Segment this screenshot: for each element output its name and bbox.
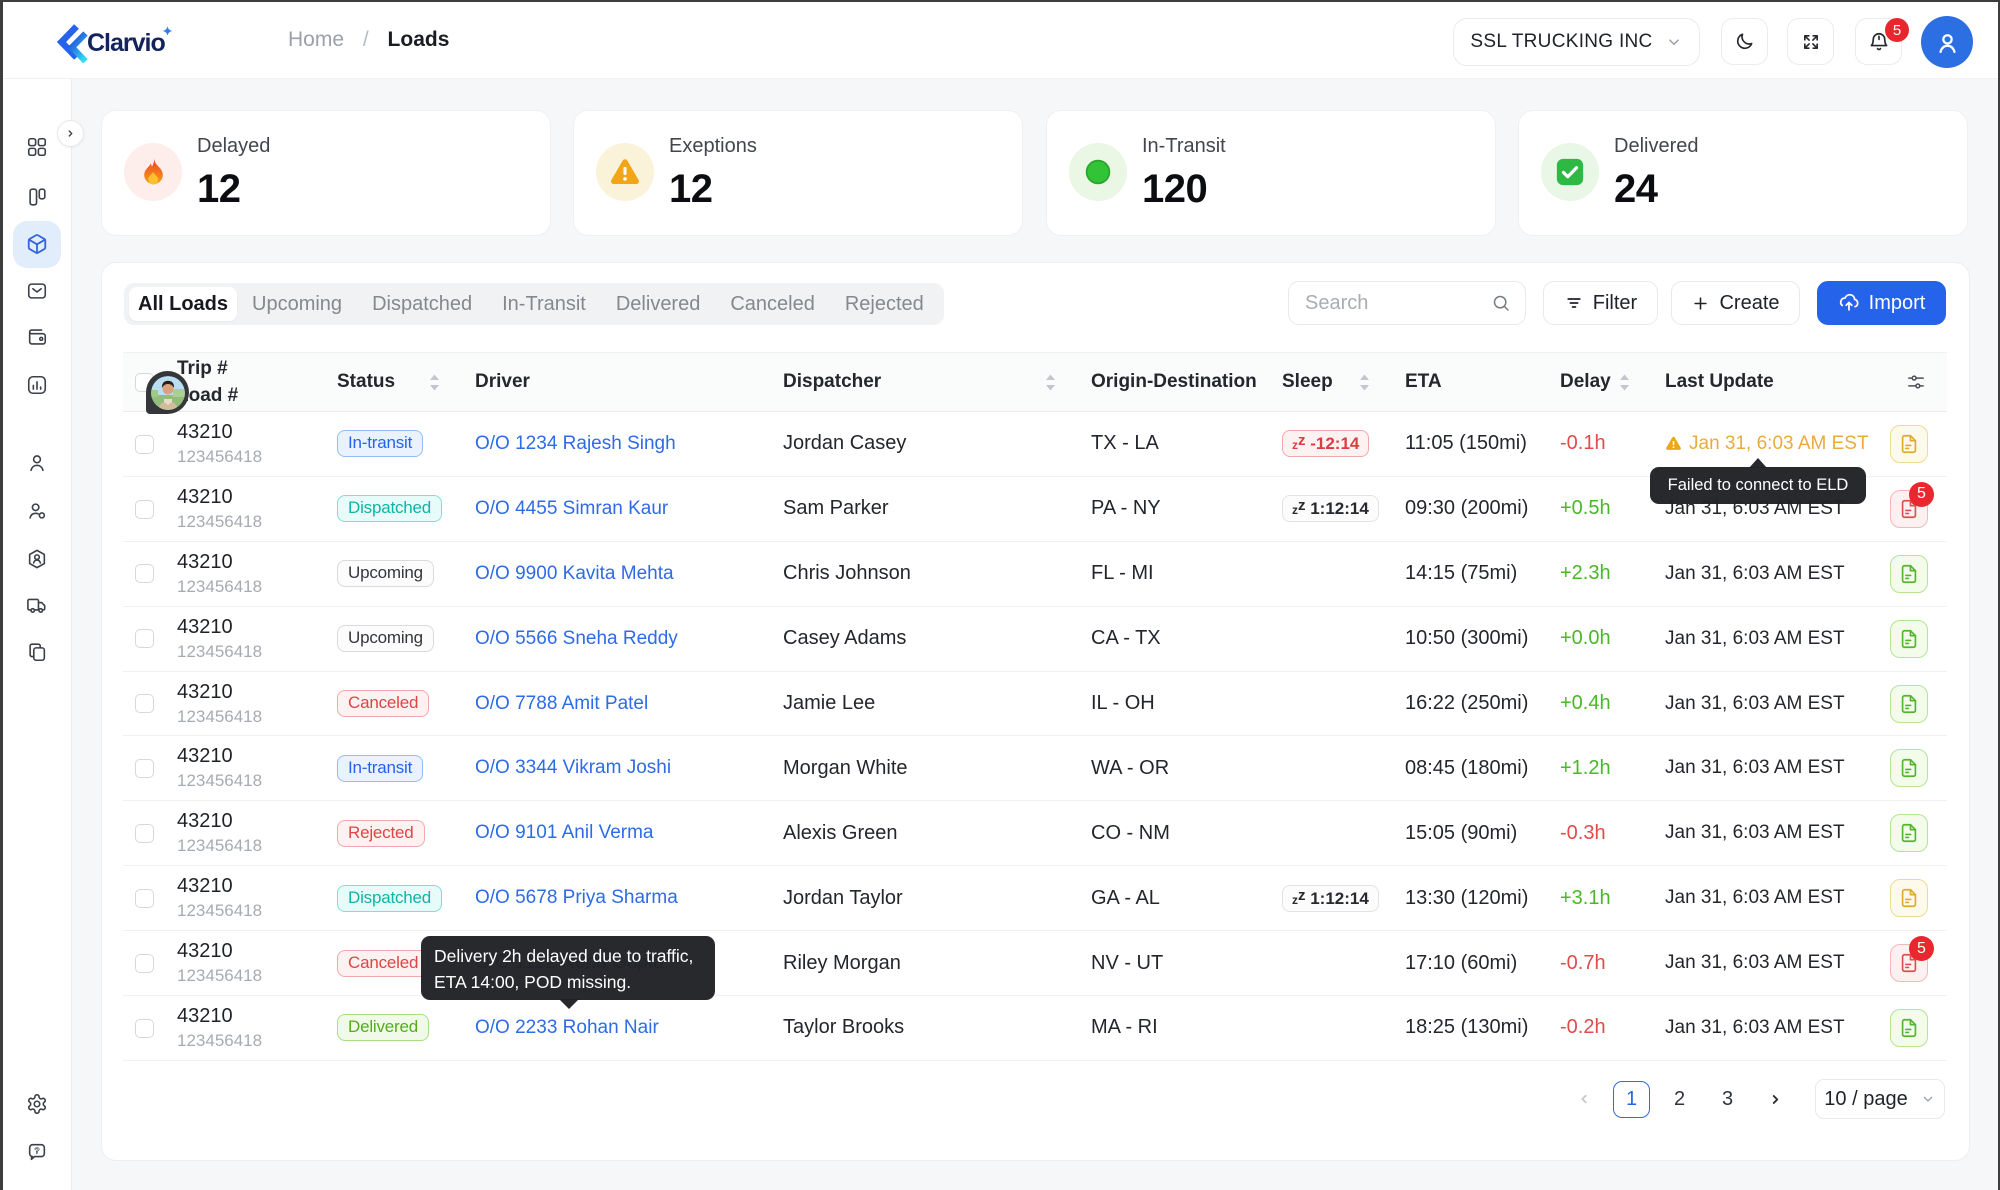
svg-text:?: ?: [34, 1146, 39, 1156]
